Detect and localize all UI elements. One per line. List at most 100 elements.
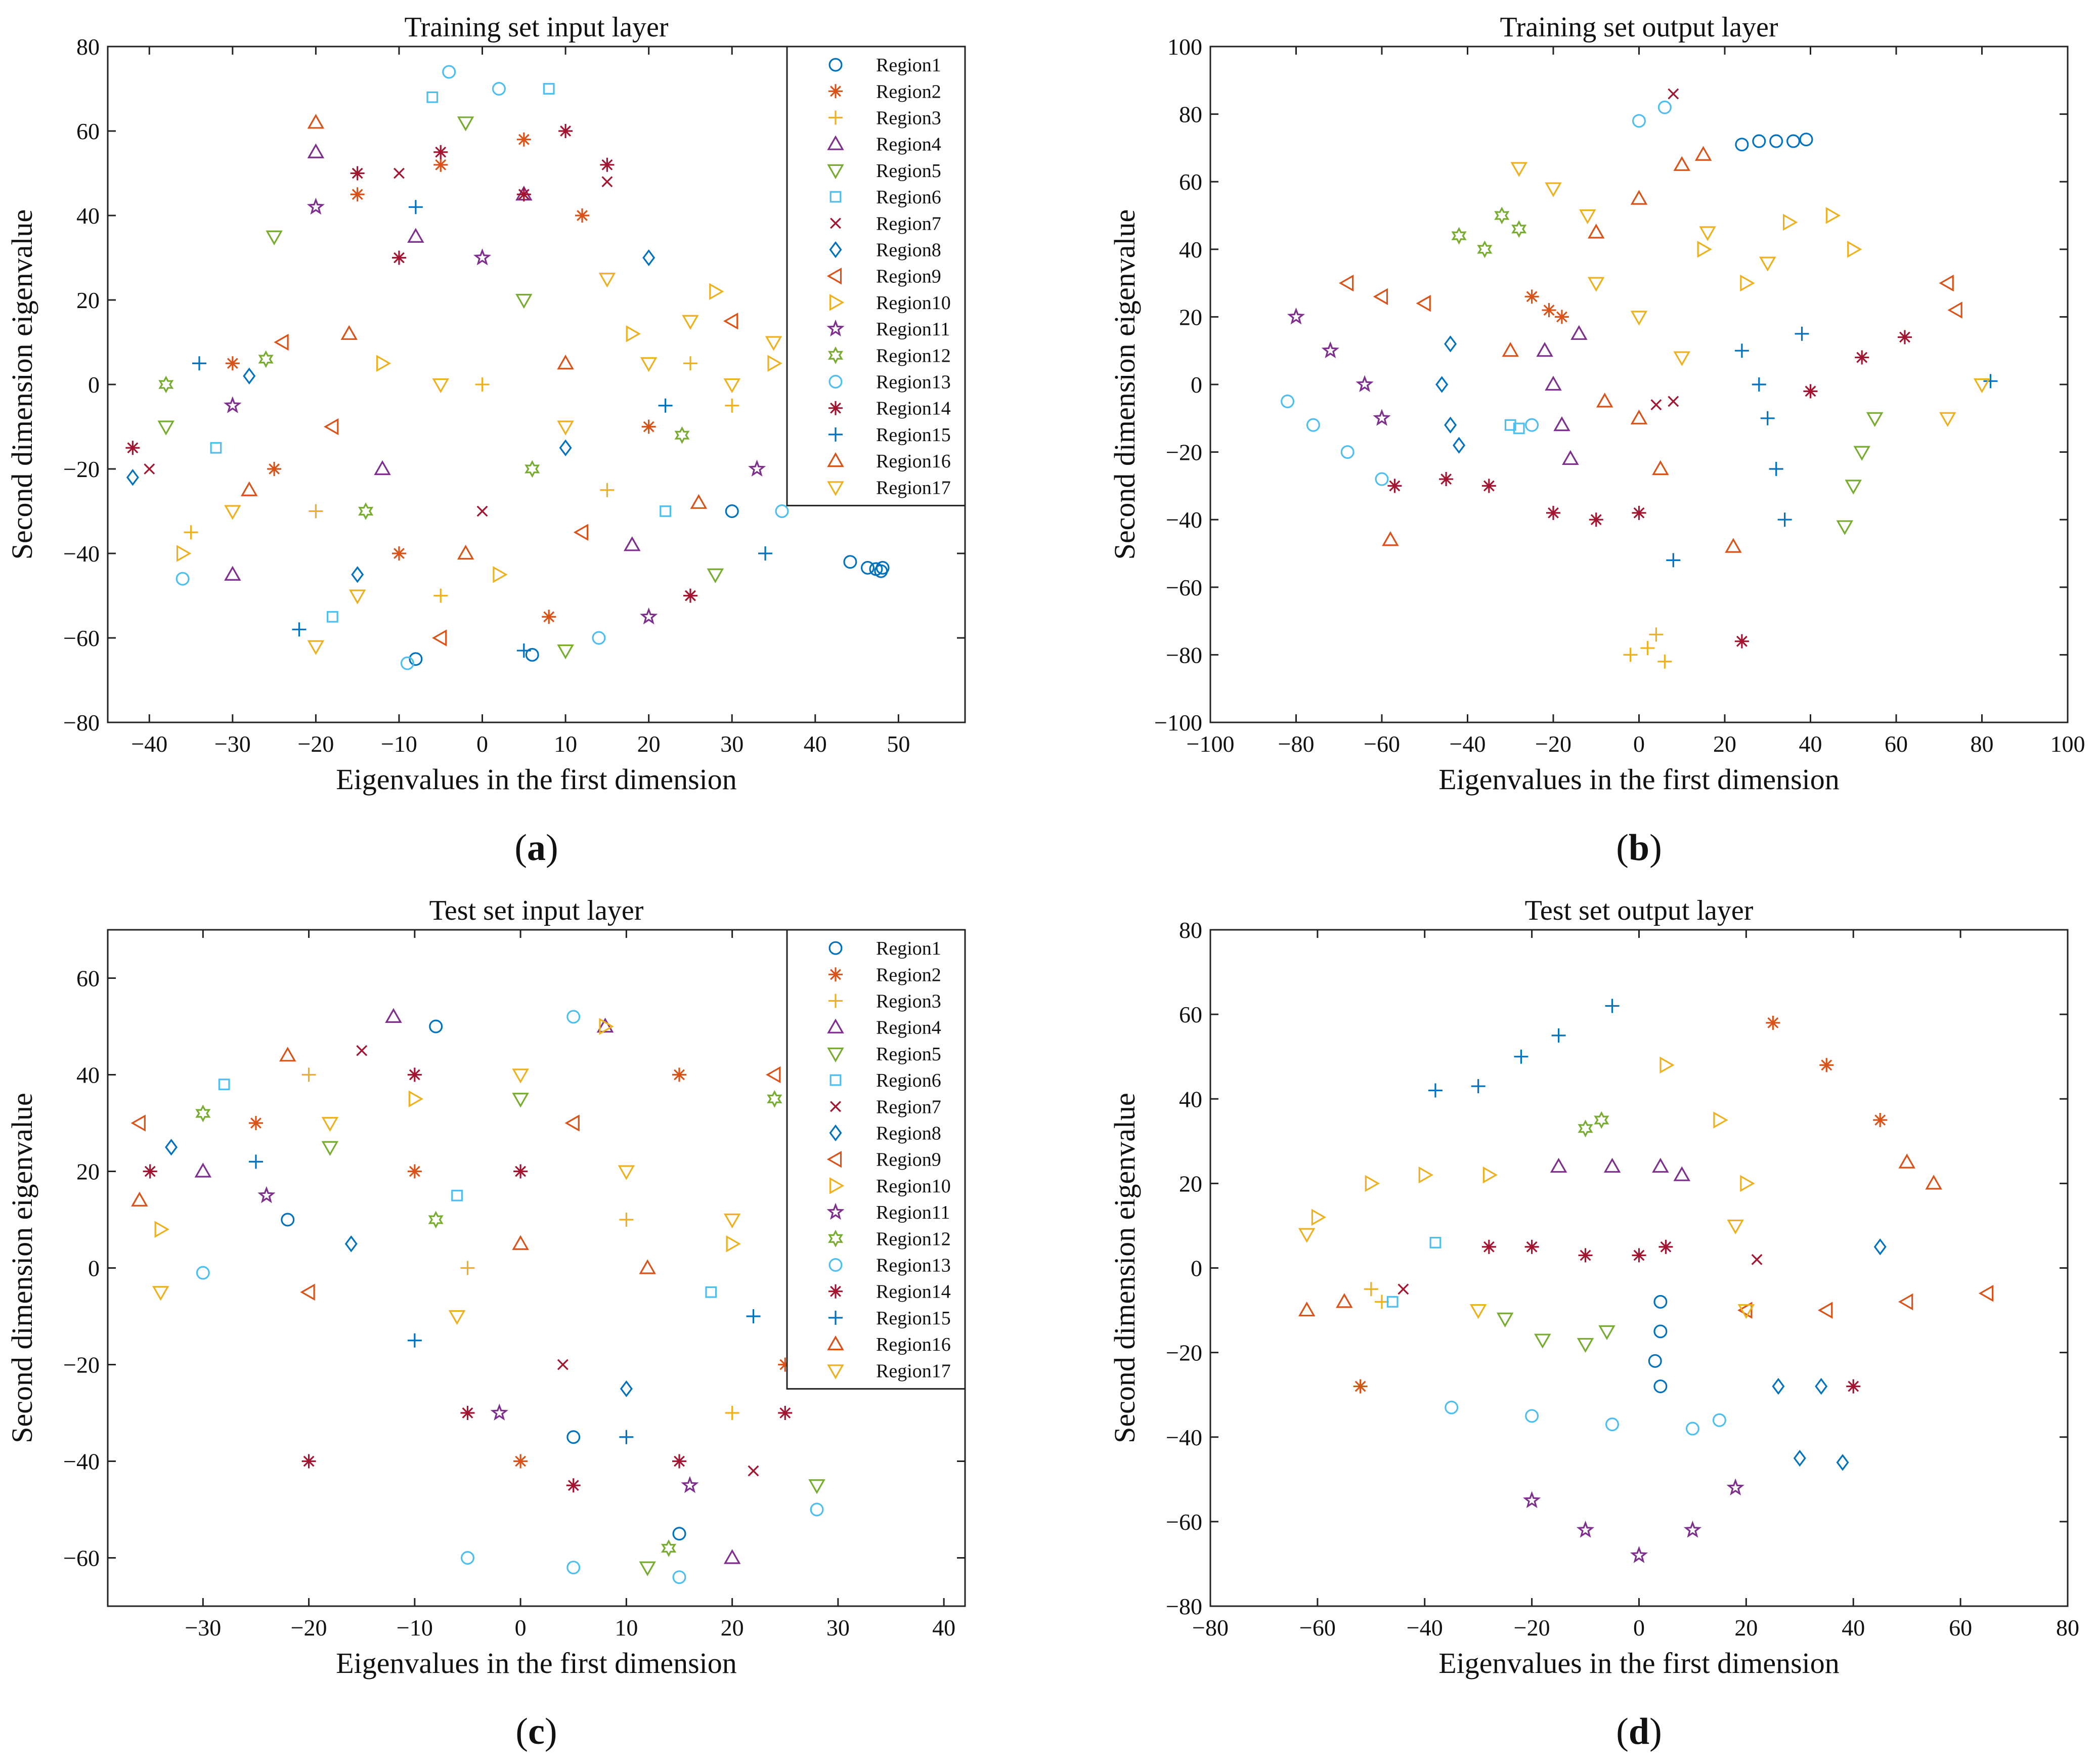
data-point xyxy=(1545,375,1562,391)
data-point xyxy=(1657,100,1672,114)
data-point xyxy=(843,555,857,569)
series-region9 xyxy=(130,1066,781,1301)
chart-panel-b: −100 −80 −60 −40 −20 0 20 40 60 80 100 −100 −80 −60 −4… xyxy=(1108,12,2085,869)
data-point xyxy=(428,1211,444,1229)
series-region13 xyxy=(196,1010,824,1584)
series-region11 xyxy=(224,197,766,625)
legend-marker xyxy=(826,1150,842,1168)
data-point xyxy=(1769,462,1783,476)
legend-entry-label: Region9 xyxy=(876,266,941,287)
legend-marker xyxy=(828,58,843,72)
data-point xyxy=(723,312,738,330)
data-point xyxy=(1652,1157,1669,1173)
data-point xyxy=(1752,134,1766,148)
data-point xyxy=(1502,341,1519,357)
data-point xyxy=(492,82,506,96)
data-point xyxy=(257,1186,276,1203)
chart-panel-d: −80 −60 −40 −20 0 20 40 60 80 −80 −60 −40 −20 0 20 40 60… xyxy=(1108,895,2079,1752)
x-tick-label: 0 xyxy=(515,1615,527,1641)
data-point xyxy=(1494,206,1510,225)
legend-marker xyxy=(828,84,843,99)
x-tick-label: 10 xyxy=(615,1615,638,1641)
x-tick-label: 40 xyxy=(1842,1615,1865,1641)
data-point xyxy=(1803,384,1818,399)
x-tick-label: 60 xyxy=(1885,731,1908,757)
data-point xyxy=(725,1406,739,1420)
legend-marker xyxy=(827,1335,844,1351)
data-point xyxy=(351,566,364,583)
legend-marker xyxy=(828,1310,843,1325)
data-point xyxy=(1668,396,1679,407)
data-point xyxy=(451,1189,463,1201)
x-tick-label: 0 xyxy=(476,731,488,757)
y-tick-label: 0 xyxy=(88,1256,100,1281)
data-point xyxy=(258,350,274,368)
series-region2 xyxy=(1353,1015,1888,1394)
legend-marker xyxy=(827,481,844,496)
legend-entry-label: Region8 xyxy=(876,1123,941,1144)
x-tick-label: 50 xyxy=(887,731,910,757)
data-point xyxy=(1652,460,1669,476)
data-point xyxy=(307,640,325,655)
legend-marker xyxy=(828,1284,843,1299)
data-point xyxy=(408,1090,424,1108)
data-point xyxy=(1777,512,1792,527)
legend-entry-label: Region5 xyxy=(876,160,941,182)
x-axis-label: Eigenvalues in the first dimension xyxy=(1438,1647,1840,1680)
data-point xyxy=(564,1114,580,1132)
data-point xyxy=(1504,419,1516,431)
data-point xyxy=(1311,1209,1327,1226)
data-point xyxy=(1866,412,1884,427)
data-point xyxy=(1673,156,1691,171)
data-point xyxy=(1589,512,1603,527)
x-tick-label: −30 xyxy=(214,731,251,757)
data-point xyxy=(1356,375,1374,392)
panel-label: (a) xyxy=(514,827,558,869)
x-tick-label: 40 xyxy=(804,731,827,757)
data-point xyxy=(1365,1175,1380,1192)
y-tick-label: −20 xyxy=(63,456,100,482)
series-region9 xyxy=(1338,274,1962,319)
data-point xyxy=(1648,1354,1662,1368)
data-point xyxy=(374,460,391,476)
legend-marker xyxy=(827,1047,844,1063)
series-region1 xyxy=(409,504,890,666)
data-point xyxy=(557,420,574,436)
chart-title: Test set output layer xyxy=(1525,895,1754,926)
series-region13 xyxy=(1445,1400,1726,1436)
legend-marker xyxy=(826,1202,845,1220)
y-tick-label: 20 xyxy=(1179,304,1202,330)
series-region15 xyxy=(192,200,773,658)
series-region15 xyxy=(248,1154,761,1444)
x-axis-label: Eigenvalues in the first dimension xyxy=(1438,763,1840,796)
data-point xyxy=(476,505,488,517)
legend-entry-label: Region10 xyxy=(876,1176,951,1197)
data-point xyxy=(725,398,739,413)
data-point xyxy=(726,1235,741,1253)
data-point xyxy=(1734,634,1749,649)
series-region10 xyxy=(1311,1056,1755,1226)
data-point xyxy=(1873,1238,1887,1256)
data-point xyxy=(1551,1028,1566,1043)
data-point xyxy=(429,1019,443,1034)
data-point xyxy=(1340,445,1355,459)
data-point xyxy=(241,481,258,496)
data-point xyxy=(641,419,656,434)
data-point xyxy=(475,377,490,392)
data-point xyxy=(1373,288,1388,306)
data-point xyxy=(177,545,192,562)
data-point xyxy=(1579,209,1596,225)
data-point xyxy=(1898,1153,1915,1169)
data-point xyxy=(1469,1304,1487,1319)
data-point xyxy=(1653,1324,1668,1339)
y-tick-label: −80 xyxy=(1166,642,1202,668)
x-tick-label: −100 xyxy=(1187,731,1235,757)
data-point xyxy=(513,1454,528,1469)
data-point xyxy=(1416,294,1431,312)
data-point xyxy=(674,426,690,444)
y-tick-label: −40 xyxy=(63,1449,100,1475)
y-tick-label: 60 xyxy=(1179,1002,1202,1027)
data-point xyxy=(1853,446,1870,461)
data-point xyxy=(350,187,365,202)
data-point xyxy=(1514,1049,1528,1064)
